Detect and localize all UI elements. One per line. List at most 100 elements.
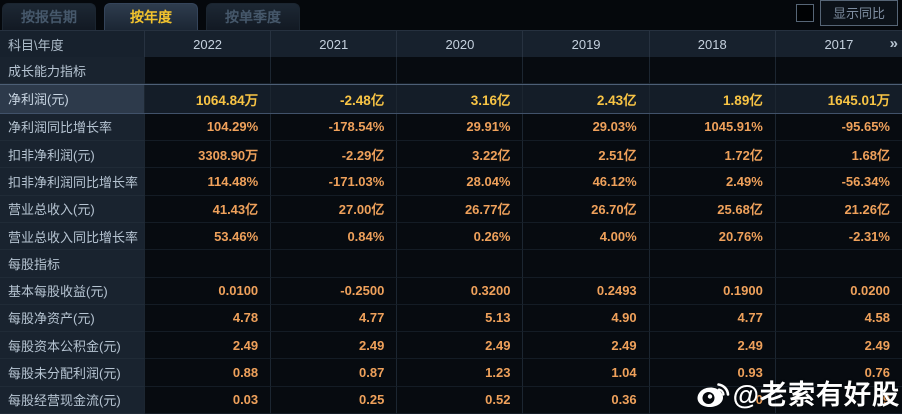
cell-value: 46.12% [523, 168, 650, 196]
cell-value: 2.49 [271, 332, 398, 360]
cell-value: 2.49 [145, 332, 272, 360]
section-label: 每股指标 [0, 250, 145, 278]
cell-value: 21.26亿 [775, 195, 902, 223]
year-label: 2022 [193, 36, 223, 52]
cell-value: -171.03% [271, 168, 398, 196]
cell-value: 0.87 [271, 359, 398, 387]
section-label: 成长能力指标 [0, 57, 145, 85]
tab-by-quarter[interactable]: 按单季度 [206, 3, 300, 30]
cell-value: 29.03% [523, 113, 650, 141]
cell-value: 27.00亿 [271, 195, 398, 223]
year-column-header: 2021 [271, 31, 398, 57]
row-label: 每股资本公积金(元) [0, 332, 145, 360]
cell-value: 2.43亿 [523, 85, 650, 113]
cell-value: 9 [775, 386, 902, 414]
cell-value: 2.49 [397, 332, 524, 360]
cell-value [271, 57, 398, 85]
cell-value: 2.49 [775, 332, 902, 360]
tab-by-year[interactable]: 按年度 [104, 3, 198, 30]
cell-value: 3.22亿 [397, 140, 524, 169]
cell-value: 1.72亿 [649, 140, 776, 169]
show-yoy-checkbox[interactable] [795, 4, 814, 22]
cell-value: 0.0200 [775, 277, 902, 305]
row-label: 扣非净利润(元) [0, 140, 145, 169]
section-row: 成长能力指标 [0, 57, 902, 85]
cell-value: 4.77 [649, 304, 776, 333]
cell-value: 26.70亿 [523, 195, 650, 223]
cell-value: 0.3200 [397, 277, 524, 305]
table-row: 扣非净利润(元) 3308.90万 -2.29亿 3.22亿 2.51亿 1.72亿 1.6… [0, 140, 902, 169]
cell-value: 3308.90万 [145, 140, 272, 169]
cell-value: -0.2500 [271, 277, 398, 305]
cell-value: 1064.84万 [145, 85, 272, 113]
year-column-header: 2018 [650, 31, 776, 57]
table-row: 净利润(元) 1064.84万 -2.48亿 3.16亿 2.43亿 1.89亿 1645.… [0, 84, 902, 114]
cell-value: 1.04 [523, 359, 650, 387]
table-row: 每股净资产(元) 4.78 4.77 5.13 4.90 4.77 4.58 [0, 304, 902, 333]
cell-value: 5.13 [397, 304, 524, 333]
cell-value: 26.77亿 [397, 195, 524, 223]
row-label: 每股净资产(元) [0, 304, 145, 333]
cell-value: 4.90 [523, 304, 650, 333]
cell-value [271, 250, 398, 278]
cell-value: 0.26% [397, 222, 524, 251]
cell-value: 0.88 [145, 359, 272, 387]
cell-value: 4.77 [271, 304, 398, 333]
cell-value [523, 250, 650, 278]
table-row: 净利润同比增长率 104.29% -178.54% 29.91% 29.03% 1045.… [0, 113, 902, 141]
cell-value: 0.2493 [523, 277, 650, 305]
cell-value: 1.23 [397, 359, 524, 387]
year-label: 2017 [824, 36, 854, 52]
indicators-table: 科目\年度 2022 2021 2020 2019 2018 2017 » 成长能力指标 净利润… [0, 30, 902, 414]
year-label: 2019 [571, 36, 601, 52]
year-column-header: 2022 [145, 31, 272, 57]
cell-value: 4.00% [523, 222, 650, 251]
cell-value: -95.65% [775, 113, 902, 141]
year-column-header: 2017 » [776, 31, 902, 57]
row-label: 营业总收入同比增长率 [0, 222, 145, 251]
row-label: 净利润(元) [0, 85, 145, 113]
cell-value: -2.31% [775, 222, 902, 251]
table-body: 成长能力指标 净利润(元) 1064.84万 -2.48亿 3.16亿 2.43亿 1.89… [0, 57, 902, 414]
cell-value: 41.43亿 [145, 195, 272, 223]
cell-value: 2.49 [523, 332, 650, 360]
year-label: 2021 [319, 36, 349, 52]
cell-value: 0.93 [649, 359, 776, 387]
cell-value: 4.58 [775, 304, 902, 333]
year-label: 2018 [697, 36, 727, 52]
cell-value: -56.34% [775, 168, 902, 196]
year-column-header: 2020 [397, 31, 524, 57]
cell-value: 53.46% [145, 222, 272, 251]
table-row: 营业总收入(元) 41.43亿 27.00亿 26.77亿 26.70亿 25.68亿 21… [0, 195, 902, 223]
table-row: 每股经营现金流(元) 0.03 0.25 0.52 0.36 0 9 [0, 386, 902, 414]
cell-value: -2.29亿 [271, 140, 398, 169]
table-row: 营业总收入同比增长率 53.46% 0.84% 0.26% 4.00% 20.76% -2.… [0, 222, 902, 251]
more-years-chevron-icon[interactable]: » [889, 35, 898, 52]
cell-value [649, 57, 776, 85]
period-tabbar: 按报告期 按年度 按单季度 显示同比 [0, 0, 902, 30]
cell-value: 1045.91% [649, 113, 776, 141]
cell-value: 0.52 [397, 386, 524, 414]
cell-value [775, 250, 902, 278]
year-column-header: 2019 [523, 31, 650, 57]
table-row: 每股资本公积金(元) 2.49 2.49 2.49 2.49 2.49 2.49 [0, 332, 902, 360]
cell-value: 4.78 [145, 304, 272, 333]
row-label: 净利润同比增长率 [0, 113, 145, 141]
year-label: 2020 [445, 36, 475, 52]
cell-value: 0.36 [523, 386, 650, 414]
cell-value: 0.0100 [145, 277, 272, 305]
cell-value: 25.68亿 [649, 195, 776, 223]
row-label: 每股经营现金流(元) [0, 386, 145, 414]
cell-value: 2.49 [649, 332, 776, 360]
tab-by-report-period[interactable]: 按报告期 [2, 3, 96, 30]
cell-value: 1645.01万 [775, 85, 902, 113]
show-yoy-label[interactable]: 显示同比 [819, 0, 898, 26]
cell-value: 104.29% [145, 113, 272, 141]
table-row: 每股未分配利润(元) 0.88 0.87 1.23 1.04 0.93 0.76 [0, 359, 902, 387]
row-label: 每股未分配利润(元) [0, 359, 145, 387]
cell-value: 3.16亿 [397, 85, 524, 113]
cell-value [397, 57, 524, 85]
cell-value: 28.04% [397, 168, 524, 196]
cell-value: 0.84% [271, 222, 398, 251]
section-row: 每股指标 [0, 250, 902, 278]
